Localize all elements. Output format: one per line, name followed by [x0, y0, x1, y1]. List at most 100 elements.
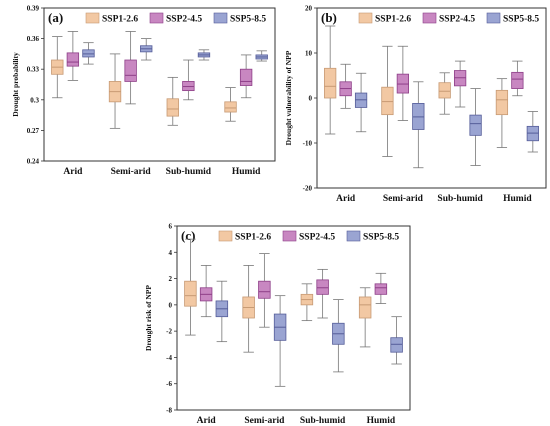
box-ssp1-2-6-4 [224, 87, 237, 122]
box-ssp5-8-5-2 [140, 38, 153, 61]
y-axis-label: Drought risk of NPP [144, 285, 153, 351]
legend-swatch [422, 12, 437, 24]
box-body [82, 49, 95, 58]
box-ssp2-4-5-4 [511, 60, 524, 97]
x-category-label: Semi-arid [383, 194, 424, 204]
y-tick-label: -2 [166, 328, 172, 336]
box-body [184, 280, 197, 307]
box-ssp5-8-5-3 [469, 88, 482, 166]
y-tick-label: 10 [305, 50, 313, 58]
box-body [182, 81, 195, 92]
box-body [438, 82, 451, 99]
legend-swatch [218, 230, 233, 242]
y-tick-label: 0.36 [27, 35, 40, 43]
box-ssp1-2-6-3 [166, 76, 179, 126]
box-ssp2-4-5-4 [239, 54, 253, 99]
plot-frame [43, 7, 276, 162]
box-ssp1-2-6-1 [324, 25, 337, 135]
box-ssp1-2-6-3 [438, 72, 451, 115]
legend-label: SSP5-8.5 [363, 233, 399, 243]
box-ssp5-8-5-1 [354, 72, 368, 133]
plot-frame [316, 7, 547, 189]
box-ssp5-8-5-3 [332, 299, 345, 373]
legend-swatch [85, 12, 100, 24]
box-body [258, 280, 271, 299]
box-ssp2-4-5-1 [66, 31, 80, 81]
box-ssp1-2-6-2 [381, 45, 394, 157]
box-body [381, 86, 394, 116]
box-ssp1-2-6-1 [51, 36, 64, 99]
box-body [511, 71, 524, 89]
panel-letter: (b) [321, 10, 337, 25]
box-body [316, 279, 329, 295]
y-tick-label: -6 [166, 380, 172, 388]
x-category-label: Sub-humid [437, 194, 483, 204]
box-ssp1-2-6-3 [300, 283, 314, 322]
y-tick-label: 2 [169, 275, 173, 283]
plot-frame [176, 225, 411, 411]
chart-panel-2: -20 -10 0 10 20 Drought vulnerability of NPP (… [284, 5, 547, 204]
box-body [495, 89, 509, 116]
box-ssp2-4-5-2 [396, 45, 409, 121]
box-ssp5-8-5-2 [412, 81, 425, 169]
box-body [224, 101, 237, 113]
x-category-label: Humid [503, 194, 532, 204]
x-category-label: Humid [232, 167, 261, 177]
y-tick-label: -4 [166, 354, 172, 362]
x-category-label: Sub-humid [300, 416, 346, 426]
box-ssp2-4-5-3 [316, 268, 329, 319]
box-ssp2-4-5-4 [374, 272, 388, 304]
box-ssp1-2-6-1 [184, 238, 197, 336]
x-category-label: Semi-arid [244, 416, 285, 426]
y-tick-label: 20 [305, 5, 313, 13]
y-tick-label: -8 [166, 407, 172, 415]
box-ssp2-4-5-3 [453, 60, 467, 108]
legend-swatch [358, 12, 373, 24]
box-ssp2-4-5-3 [182, 59, 195, 101]
box-ssp1-2-6-4 [358, 287, 372, 348]
chart-panel-1: 0.24 0.27 0.3 0.33 0.36 0.39 Drought probabili… [11, 5, 276, 177]
box-ssp5-8-5-3 [197, 49, 211, 61]
legend-swatch [282, 230, 297, 242]
box-ssp1-2-6-2 [242, 265, 255, 353]
box-ssp1-2-6-4 [495, 78, 509, 148]
y-tick-label: 0.24 [27, 158, 40, 166]
box-body [374, 283, 388, 295]
legend: SSP1-2.6 SSP2-4.5 SSP5-8.5 [85, 12, 266, 25]
y-tick-label: 6 [169, 223, 173, 231]
legend: SSP1-2.6 SSP2-4.5 SSP5-8.5 [358, 12, 539, 25]
box-ssp5-8-5-4 [526, 111, 539, 153]
legend-swatch [213, 12, 228, 24]
legend-swatch [486, 12, 501, 24]
box-ssp5-8-5-4 [255, 50, 268, 62]
x-category-label: Arid [63, 167, 83, 177]
box-body [358, 296, 372, 319]
legend-label: SSP2-4.5 [299, 233, 335, 243]
box-ssp2-4-5-2 [258, 253, 271, 328]
box-body [390, 337, 403, 353]
box-body [239, 68, 253, 86]
panel-letter: (c) [181, 228, 195, 243]
box-ssp2-4-5-1 [339, 63, 352, 109]
legend-label: SSP5-8.5 [230, 15, 266, 25]
legend-swatch [149, 12, 164, 24]
y-tick-label: -20 [303, 185, 313, 193]
legend-label: SSP1-2.6 [102, 15, 138, 25]
box-body [124, 59, 137, 82]
panel-letter: (a) [48, 10, 63, 25]
y-tick-label: -10 [303, 140, 313, 148]
box-body [324, 67, 337, 99]
box-ssp2-4-5-2 [124, 31, 137, 105]
box-ssp5-8-5-4 [390, 316, 403, 365]
y-tick-label: 0 [309, 95, 313, 103]
legend-swatch [346, 230, 361, 242]
y-tick-label: 4 [169, 249, 173, 257]
box-ssp5-8-5-1 [215, 280, 229, 343]
x-category-label: Humid [367, 416, 396, 426]
legend-label: SSP5-8.5 [503, 15, 539, 25]
box-body [66, 52, 80, 67]
legend-label: SSP2-4.5 [439, 15, 475, 25]
legend: SSP1-2.6 SSP2-4.5 SSP5-8.5 [218, 230, 399, 243]
y-tick-label: 0.39 [27, 5, 40, 13]
y-axis-label: Drought vulnerability of NPP [284, 50, 293, 145]
